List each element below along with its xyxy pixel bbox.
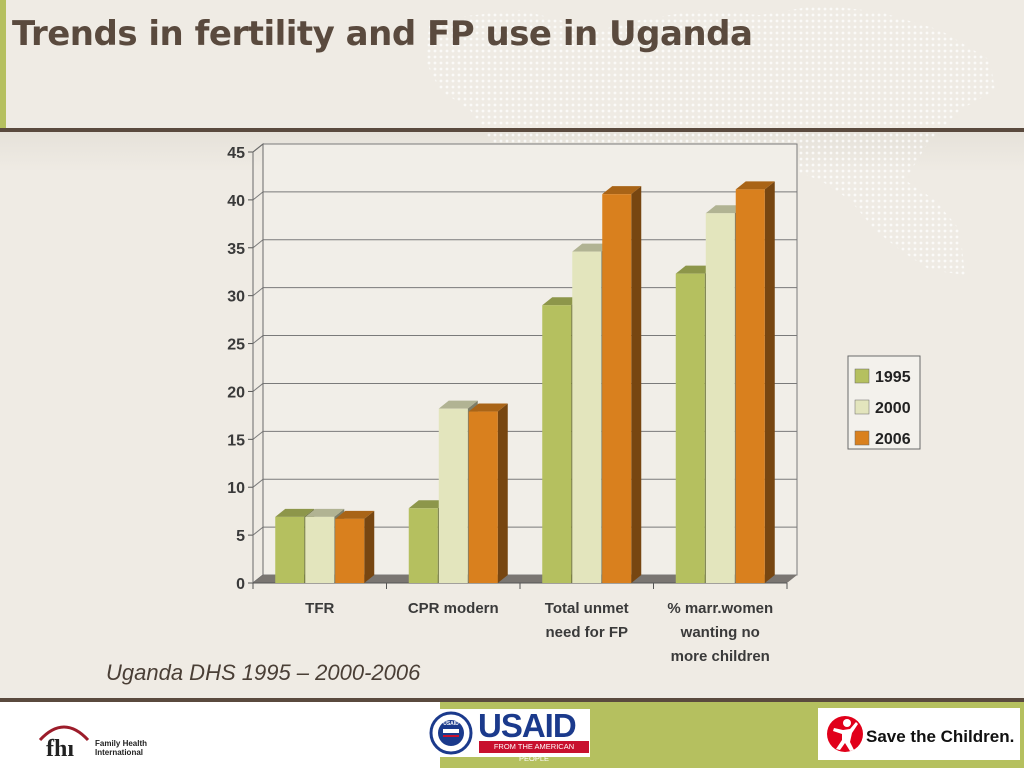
bar-front <box>602 194 632 584</box>
bar-front <box>468 411 498 583</box>
bar-front <box>705 213 735 583</box>
bar-front <box>438 408 468 583</box>
legend-swatch <box>854 430 870 446</box>
bar-top <box>438 400 478 409</box>
footer-divider <box>0 698 1024 702</box>
fhi-mark: fhı <box>46 736 74 762</box>
bar-front <box>305 516 335 583</box>
bar-top <box>335 510 375 519</box>
gridline-side <box>252 287 264 297</box>
x-tick-label: CPR modern <box>408 600 499 617</box>
source-note: Uganda DHS 1995 – 2000-2006 <box>106 660 421 685</box>
legend-label: 2000 <box>875 400 911 417</box>
bar-top <box>602 186 642 195</box>
bar-front <box>335 518 365 583</box>
bar-top <box>408 500 448 509</box>
bar-front <box>275 516 305 583</box>
y-tick-label: 35 <box>227 241 245 258</box>
slide-title: Trends in fertility and FP use in Uganda <box>12 14 753 54</box>
title-accent-bar <box>0 0 6 128</box>
bar-2006-4 <box>735 181 775 583</box>
legend-swatch <box>854 399 870 415</box>
y-tick-label: 30 <box>227 289 245 306</box>
y-tick-label: 0 <box>236 576 245 593</box>
bar-front <box>735 189 765 583</box>
bar-front <box>572 251 602 583</box>
usaid-seal-icon: USAID <box>429 711 473 755</box>
x-tick-label: TFR <box>305 600 334 617</box>
bar-top <box>572 243 612 252</box>
bar-side <box>764 181 775 583</box>
gridline-side <box>252 335 264 344</box>
usaid-wordmark: USAID <box>478 707 577 744</box>
plot-side-wall <box>252 142 264 585</box>
x-tick-label-line: % marr.women <box>667 600 773 617</box>
bar-top <box>675 265 715 274</box>
gridline-side <box>252 383 264 392</box>
plot-floor <box>253 575 797 583</box>
bar-2006-2 <box>468 403 508 583</box>
world-map-dots <box>425 5 995 275</box>
fhi-name: Family Health International <box>95 739 147 757</box>
y-tick-label: 5 <box>236 528 245 545</box>
title-divider <box>0 128 1024 132</box>
bar-top <box>305 508 345 517</box>
fhi-name-line1: Family Health <box>95 739 148 748</box>
bar-top <box>468 403 508 412</box>
bar-top <box>735 181 775 190</box>
y-tick-label: 20 <box>227 384 245 401</box>
x-tick-label-line: wanting no <box>680 624 760 641</box>
bar-side <box>364 510 375 583</box>
legend-label: 1995 <box>875 369 911 386</box>
fhi-logo: fhı <box>38 725 90 762</box>
save-the-children-icon <box>827 716 863 752</box>
gridline-side <box>252 239 264 249</box>
gridline-side <box>252 191 264 201</box>
bar-2006-1 <box>335 510 375 583</box>
usaid-seal-text: USAID <box>443 721 459 727</box>
bar-2006-3 <box>602 186 642 584</box>
gridline-side <box>252 430 264 440</box>
usaid-tagline: FROM THE AMERICAN PEOPLE <box>479 741 589 763</box>
fhi-name-line2: International <box>95 748 144 757</box>
bar-top <box>275 508 315 517</box>
bar-side <box>631 186 642 584</box>
y-tick-label: 25 <box>227 337 245 354</box>
y-tick-label: 40 <box>227 193 245 210</box>
y-tick-label: 10 <box>227 480 245 497</box>
y-tick-label: 15 <box>227 432 245 449</box>
x-tick-label: Total unmet need for FP <box>545 600 629 641</box>
bar-top <box>705 205 745 214</box>
x-tick-label-line: CPR modern <box>408 600 499 617</box>
bar-top <box>542 297 582 306</box>
y-tick-label: 45 <box>227 145 245 162</box>
save-the-children-name: Save the Children. <box>866 727 1015 746</box>
bar-side <box>497 403 508 583</box>
bar-chart: 0 5 10 15 20 25 30 35 40 45 TFR CPR modern Total unm… <box>227 142 921 665</box>
x-tick-label: % marr.women wanting no more children <box>667 600 773 665</box>
bar-front <box>408 508 438 583</box>
gridline-side <box>252 526 264 536</box>
legend-label: 2006 <box>875 431 911 448</box>
gridline-side <box>252 478 264 488</box>
x-tick-label-line: Total unmet <box>545 600 629 617</box>
x-tick-label-line: need for FP <box>545 624 628 641</box>
x-tick-label-line: TFR <box>305 600 334 617</box>
bar-front <box>675 273 705 583</box>
legend-swatch <box>854 368 870 384</box>
bar-front <box>542 305 572 583</box>
x-tick-label-line: more children <box>671 648 770 665</box>
